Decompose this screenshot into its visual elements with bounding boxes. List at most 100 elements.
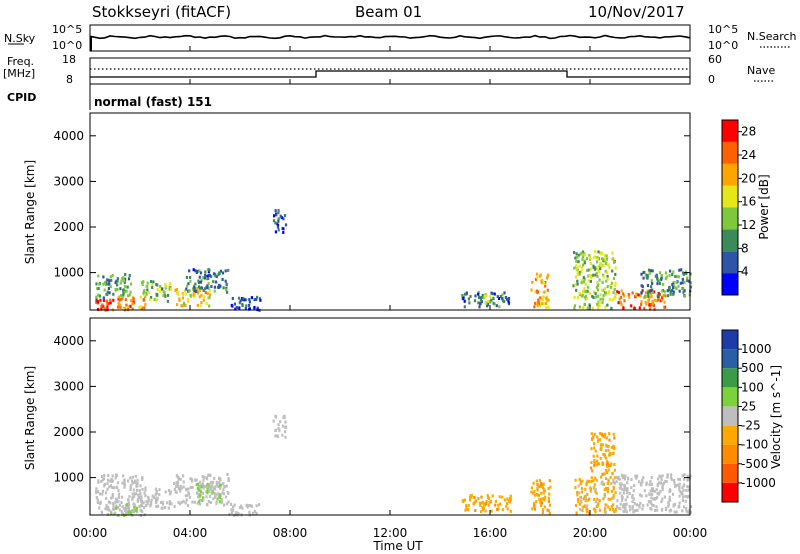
data-cell — [111, 273, 114, 277]
data-cell — [533, 504, 536, 508]
data-cell — [234, 307, 237, 311]
data-cell — [250, 296, 253, 300]
data-cell — [608, 453, 611, 457]
data-cell — [678, 494, 681, 498]
noise-right-tick-low: 10^0 — [708, 39, 738, 52]
data-cell — [574, 503, 578, 507]
y-tick-label: 2000 — [53, 425, 84, 439]
nave-tick-low: 0 — [708, 73, 715, 86]
data-cell — [201, 491, 205, 495]
data-cell — [132, 297, 135, 301]
data-cell — [156, 496, 159, 500]
data-cell — [146, 284, 149, 288]
data-cell — [98, 492, 102, 496]
data-cell — [252, 511, 255, 515]
data-cell — [604, 507, 607, 511]
data-cell — [141, 476, 144, 480]
data-cell — [659, 490, 662, 494]
data-cell — [112, 292, 115, 296]
data-cell — [664, 271, 668, 275]
data-cell — [606, 271, 609, 275]
data-cell — [673, 484, 677, 488]
data-cell — [115, 504, 118, 508]
data-cell — [594, 490, 597, 493]
data-cell — [677, 284, 680, 288]
data-cell — [589, 279, 592, 283]
data-cell — [488, 500, 491, 504]
data-cell — [608, 432, 611, 436]
data-cell — [547, 496, 550, 500]
data-cell — [610, 505, 613, 509]
data-cell — [107, 474, 110, 477]
data-cell — [101, 492, 104, 496]
data-cell — [581, 509, 584, 512]
data-cell — [160, 506, 163, 510]
data-cell — [682, 290, 685, 294]
data-cell — [100, 480, 103, 483]
time-tick-label: 12:00 — [373, 526, 408, 540]
colorbar-swatch — [722, 482, 738, 502]
data-cell — [218, 477, 221, 481]
data-cell — [626, 481, 629, 485]
data-cell — [165, 284, 168, 288]
data-cell — [139, 484, 142, 488]
data-cell — [641, 289, 644, 293]
data-cell — [143, 491, 146, 495]
data-cell — [595, 266, 598, 270]
data-cell — [479, 503, 482, 507]
data-cell — [226, 473, 229, 477]
data-cell — [593, 290, 596, 294]
data-cell — [210, 275, 213, 279]
noise-left-tick-high: 10^5 — [52, 23, 82, 36]
data-cell — [133, 504, 136, 508]
data-cell — [682, 488, 685, 492]
data-cell — [613, 288, 616, 291]
data-cell — [661, 289, 664, 293]
data-cell — [499, 295, 502, 298]
data-cell — [147, 499, 150, 503]
data-cell — [536, 303, 539, 307]
data-cell — [145, 504, 148, 508]
data-cell — [573, 296, 576, 299]
data-cell — [480, 495, 483, 499]
colorbar-tick-label: 25 — [741, 399, 756, 413]
data-cell — [622, 509, 625, 513]
data-cell — [597, 501, 600, 505]
data-cell — [136, 481, 139, 485]
data-cell — [283, 415, 286, 419]
velocity-colorbar-frame — [721, 329, 739, 503]
data-cell — [681, 509, 684, 513]
data-cell — [669, 269, 672, 273]
data-cell — [164, 506, 167, 510]
data-cell — [673, 284, 676, 288]
data-cell — [497, 503, 500, 507]
data-cell — [648, 483, 651, 487]
data-cell — [480, 295, 483, 299]
data-cell — [631, 291, 634, 295]
data-cell — [155, 293, 158, 297]
data-cell — [126, 498, 129, 502]
data-cell — [474, 499, 477, 503]
data-cell — [480, 510, 483, 514]
data-cell — [626, 489, 629, 493]
data-cell — [233, 503, 236, 507]
data-cell — [576, 255, 579, 259]
data-cell — [578, 291, 581, 295]
data-cell — [160, 500, 163, 504]
data-cell — [195, 491, 199, 495]
data-cell — [226, 290, 229, 294]
data-cell — [201, 499, 204, 502]
data-cell — [656, 282, 659, 286]
data-cell — [211, 484, 214, 488]
y-tick-label: 2000 — [53, 220, 84, 234]
colorbar-swatch — [722, 444, 738, 464]
data-cell — [600, 251, 603, 255]
data-cell — [673, 510, 676, 514]
data-cell — [678, 478, 681, 482]
data-cell — [593, 487, 596, 490]
data-cell — [207, 270, 210, 274]
data-cell — [227, 478, 230, 482]
data-cell — [144, 486, 147, 490]
data-cell — [199, 485, 202, 489]
data-cell — [602, 257, 605, 261]
